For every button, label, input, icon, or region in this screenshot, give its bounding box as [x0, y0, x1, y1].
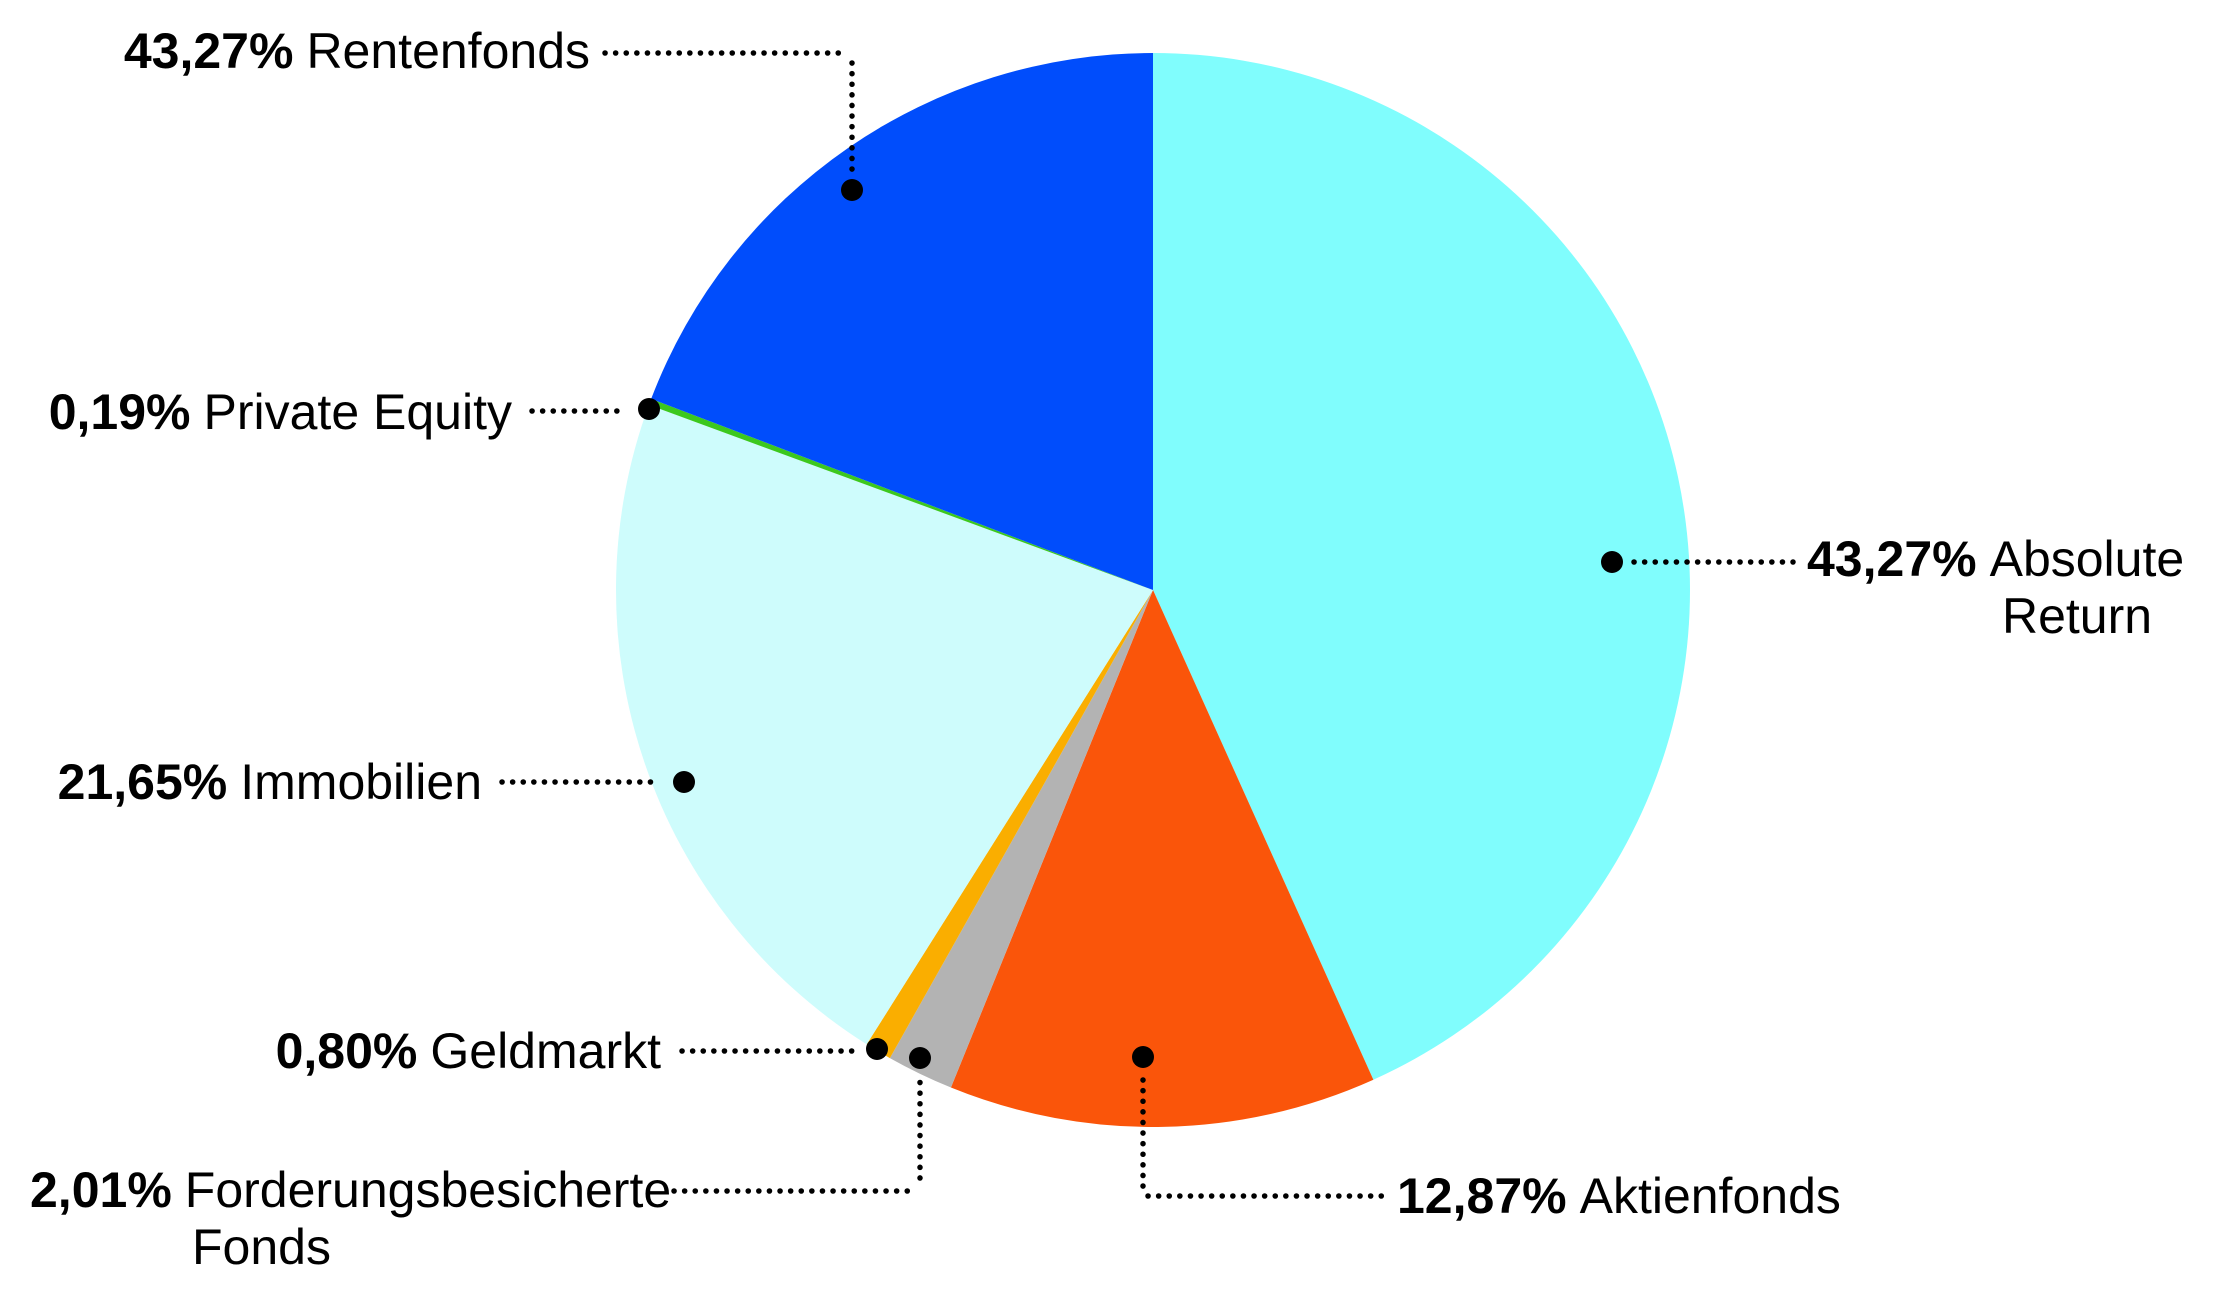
absolute-return-label-line2: Return — [2002, 588, 2153, 644]
leader-dot-immobilien — [673, 771, 695, 793]
leader-dot-private_equity — [638, 398, 660, 420]
pie-slice-forderungsbesicherte — [889, 590, 1153, 1088]
leader-dot-aktienfonds — [1132, 1046, 1154, 1068]
immobilien-percent: 21,65% — [57, 754, 228, 810]
geldmarkt-label: Geldmarkt — [430, 1023, 661, 1079]
private-equity-label: Private Equity — [203, 384, 512, 440]
private-equity-percent: 0,19% — [48, 384, 191, 440]
aktienfonds-label: Aktienfonds — [1579, 1168, 1841, 1224]
pie-slice-geldmarkt — [866, 590, 1153, 1059]
callout-forderungsbesicherte-fonds: 2,01% Forderungsbesicherte Fonds — [30, 1162, 671, 1276]
forderungsbesicherte-percent: 2,01% — [30, 1162, 172, 1218]
pie-slice-aktienfonds — [950, 590, 1374, 1127]
callout-immobilien: 21,65% Immobilien — [58, 754, 482, 811]
callout-rentenfonds: 43,27% Rentenfonds — [124, 23, 590, 80]
geldmarkt-percent: 0,80% — [275, 1023, 418, 1079]
leader-dot-absolute_return — [1601, 551, 1623, 573]
leader-dot-rentenfonds — [841, 179, 863, 201]
rentenfonds-label: Rentenfonds — [306, 23, 590, 79]
rentenfonds-percent: 43,27% — [123, 23, 294, 79]
forderungsbesicherte-label-line2: Fonds — [192, 1219, 331, 1275]
leader-dot-geldmarkt — [866, 1038, 888, 1060]
callout-aktienfonds: 12,87% Aktienfonds — [1397, 1168, 1841, 1225]
absolute-return-percent: 43,27% — [1807, 531, 1977, 587]
pie-slice-rentenfonds — [651, 53, 1153, 590]
callout-geldmarkt: 0,80% Geldmarkt — [276, 1023, 661, 1080]
immobilien-label: Immobilien — [240, 754, 482, 810]
absolute-return-label: Absolute — [1989, 531, 2185, 587]
callout-absolute-return: 43,27% Absolute Return — [1807, 531, 2184, 645]
callout-private-equity: 0,19% Private Equity — [49, 384, 512, 441]
pie-slice-absolute_return — [1153, 53, 1690, 1080]
forderungsbesicherte-label: Forderungsbesicherte — [184, 1162, 672, 1218]
pie-slice-immobilien — [616, 404, 1153, 1045]
leader-dot-forderungsbesicherte — [909, 1047, 931, 1069]
pie-slice-private_equity — [648, 398, 1153, 590]
aktienfonds-percent: 12,87% — [1397, 1168, 1567, 1224]
